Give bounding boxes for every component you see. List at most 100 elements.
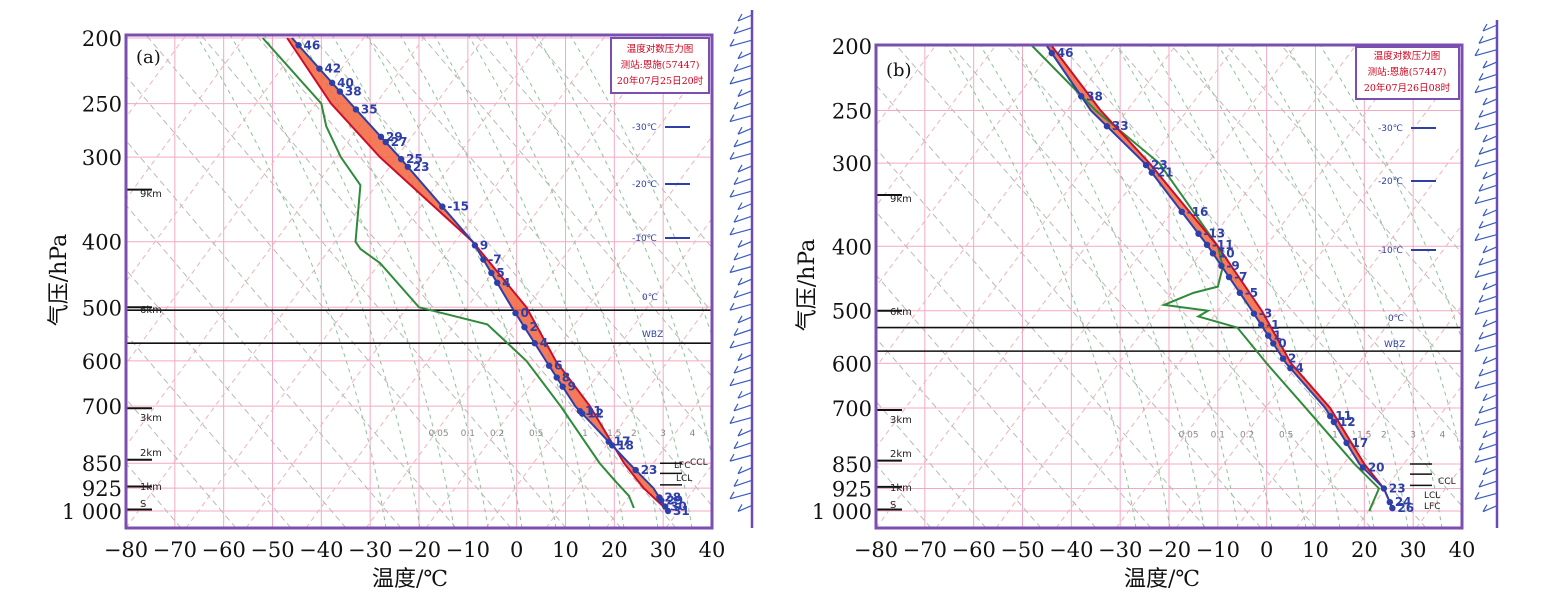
wind-barb (737, 278, 753, 286)
wind-barb (1478, 368, 1484, 377)
isotherm-line (1235, 223, 1462, 528)
dry-adiabat (1280, 45, 1462, 254)
panel-a-title-line3: 20年07月25日20时 (617, 75, 704, 87)
height-label: S (140, 499, 146, 510)
wind-barb (729, 77, 753, 85)
panel-a-annotations: CCL LFC LCL (674, 458, 708, 484)
parcel-point (352, 106, 360, 113)
isotherm-line (876, 45, 1117, 368)
wind-barb (733, 290, 739, 298)
parcel-point-label: 17 (614, 435, 631, 449)
wind-barb (733, 441, 753, 450)
y-tick-label: 250 (832, 99, 872, 123)
wind-barb (1482, 23, 1488, 32)
ref-temp-label: -10℃ (632, 234, 657, 244)
dry-adiabat (876, 147, 1207, 528)
wind-barb (729, 416, 735, 424)
x-tick-label: 30 (1400, 538, 1427, 562)
moist-adiabat (467, 35, 659, 528)
parcel-point-label: 46 (304, 38, 321, 52)
wind-barb (733, 404, 753, 412)
wind-barb (1474, 307, 1498, 316)
wind-barb (733, 27, 753, 35)
parcel-point-label: 30 (670, 500, 687, 514)
isotherm-line (185, 35, 547, 528)
wind-barb (1474, 270, 1498, 279)
x-tick-label: 0 (1260, 538, 1273, 562)
dry-adiabat (876, 274, 1097, 528)
wind-barb (737, 391, 753, 399)
wind-barb (737, 51, 743, 60)
wind-barb (1474, 123, 1498, 131)
wind-barb (1482, 357, 1498, 365)
x-tick-label: −50 (1000, 538, 1044, 562)
wind-barb (1474, 233, 1498, 242)
isotherm-line (126, 35, 247, 201)
wind-barb (1478, 405, 1484, 414)
wind-barb (737, 165, 753, 173)
wind-barb (1474, 381, 1498, 390)
y-tick-label: 700 (832, 397, 872, 421)
dry-adiabat (1115, 45, 1462, 444)
parcel-point-label: 0 (520, 306, 528, 320)
wind-barb (729, 76, 735, 85)
mixing-ratio-label: 2 (1381, 430, 1387, 440)
moist-adiabat (501, 35, 693, 528)
wind-barb (1482, 393, 1488, 402)
wind-barb (729, 190, 753, 198)
wind-barb (1478, 257, 1484, 266)
wind-barb (733, 139, 739, 148)
moist-adiabat (229, 35, 421, 528)
wind-barb (1474, 492, 1498, 500)
parcel-point-label: 28 (664, 490, 681, 504)
x-tick-label: −50 (250, 538, 294, 562)
wind-barb (737, 277, 743, 286)
wind-barb (729, 152, 735, 160)
y-tick-label: 850 (832, 453, 872, 477)
wind-barb (733, 291, 753, 299)
wind-barb (1482, 135, 1498, 143)
dry-adiabat (255, 35, 677, 528)
wind-barb (733, 365, 739, 374)
x-tick-label: −60 (952, 538, 996, 562)
parcel-point (316, 65, 323, 72)
x-tick-label: −20 (1147, 538, 1191, 562)
wind-barb (1478, 479, 1484, 488)
parcel-point-label: 31 (673, 504, 690, 518)
wind-barb (1482, 98, 1498, 106)
panel-b-label: (b) (886, 60, 912, 81)
panel-b-plot: 0.05 0.1 0.2 0.5 1 1.5 2 3 4 6 84638332321-16-13-1… (876, 45, 1462, 528)
mixing-ratio-label: 0.1 (461, 429, 475, 439)
cape-area (287, 38, 669, 511)
parcel-point-label: 4 (502, 276, 510, 290)
parcel-point-label: 35 (361, 102, 378, 116)
parcel-point (512, 309, 519, 317)
mixing-ratio-label: 0.1 (1211, 430, 1225, 440)
parcel-point (553, 374, 560, 381)
wind-barb (733, 441, 739, 449)
panel-b-ref-temps: -30℃ -20℃ -10℃ 0℃ WBZ (1378, 124, 1436, 350)
wind-barb (1482, 171, 1488, 180)
dry-adiabat (365, 35, 712, 442)
wind-barb (733, 26, 739, 34)
parcel-point (559, 383, 566, 390)
mixing-ratio-label: 0.2 (1240, 430, 1254, 440)
parcel-point (579, 410, 586, 417)
y-tick-label: 850 (82, 452, 122, 476)
wind-barb (729, 378, 735, 386)
panel-b-annotations: CCL LCL LFC (1424, 477, 1456, 512)
wind-barb (1474, 492, 1480, 500)
wind-barb (737, 164, 743, 173)
wind-barb (733, 328, 739, 336)
wind-barb (737, 52, 753, 60)
panel-b-frame (874, 43, 1464, 530)
y-tick-label: 250 (82, 93, 122, 117)
y-tick-label: 1 000 (62, 500, 122, 524)
y-tick-label: 700 (82, 395, 122, 419)
isotherm-line (1295, 304, 1462, 528)
wind-barb (1474, 196, 1480, 204)
wind-barb (737, 89, 753, 98)
wind-barb (1474, 122, 1480, 130)
wind-barb (1478, 73, 1498, 81)
x-tick-label: 40 (699, 538, 726, 562)
